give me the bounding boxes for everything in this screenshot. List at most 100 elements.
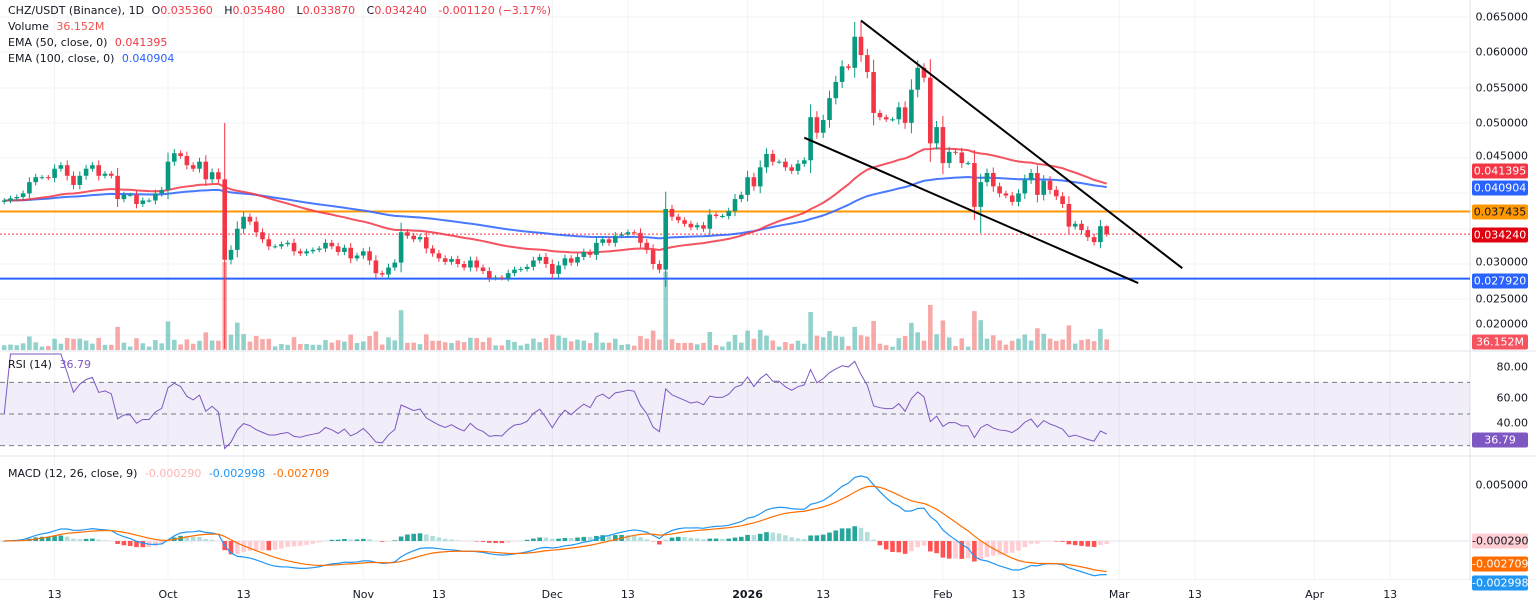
ema100-legend[interactable]: EMA (100, close, 0) 0.040904 bbox=[8, 51, 178, 67]
volume-bar bbox=[606, 342, 612, 350]
candle-body bbox=[1079, 223, 1084, 231]
candle-body bbox=[858, 36, 864, 56]
candle-body bbox=[417, 237, 423, 240]
volume-bar bbox=[669, 339, 675, 350]
candle-body bbox=[783, 161, 788, 168]
volume-value: 36.152M bbox=[56, 20, 105, 33]
macd-label: MACD (12, 26, close, 9) bbox=[8, 467, 138, 480]
macd-histogram-bar bbox=[669, 537, 675, 541]
candle-body bbox=[928, 77, 933, 144]
time-tick: Feb bbox=[933, 588, 953, 601]
macd-histogram-bar bbox=[531, 538, 536, 541]
volume-bar bbox=[461, 342, 467, 350]
macd-histogram-bar bbox=[335, 539, 341, 541]
volume-bar bbox=[1060, 339, 1065, 350]
volume-bar bbox=[909, 322, 914, 350]
candle-body bbox=[14, 196, 20, 199]
macd-histogram-bar bbox=[1104, 541, 1109, 545]
candle-body bbox=[335, 246, 341, 252]
rsi-tick: 40.00 bbox=[1496, 416, 1529, 430]
macd-histogram-bar bbox=[820, 534, 826, 541]
candle-body bbox=[613, 235, 618, 243]
volume-bar bbox=[1016, 338, 1021, 350]
ohlc-open: O0.035360 bbox=[152, 4, 217, 17]
candle-body bbox=[663, 208, 668, 270]
macd-histogram-bar bbox=[449, 539, 454, 541]
candle-body bbox=[739, 194, 744, 200]
volume-bar bbox=[512, 341, 517, 350]
volume-bar bbox=[688, 342, 694, 350]
volume-bar bbox=[436, 340, 442, 350]
symbol-title: CHZ/USDT (Binance), 1D bbox=[8, 4, 145, 17]
volume-bar bbox=[361, 341, 366, 350]
candle-body bbox=[1022, 180, 1028, 194]
volume-bar bbox=[965, 346, 971, 350]
candle-body bbox=[64, 165, 70, 176]
candle-body bbox=[669, 208, 675, 217]
volume-bar bbox=[839, 336, 845, 350]
rsi-legend[interactable]: RSI (14) 36.79 bbox=[8, 357, 95, 373]
volume-bar bbox=[310, 344, 316, 350]
volume-bar bbox=[757, 329, 763, 350]
candle-body bbox=[102, 173, 108, 176]
volume-bar bbox=[146, 346, 152, 350]
candle-body bbox=[266, 239, 272, 247]
candle-body bbox=[1003, 193, 1009, 196]
macd-histogram-bar bbox=[1041, 541, 1046, 542]
candle-body bbox=[253, 221, 259, 233]
volume-bar bbox=[285, 344, 290, 350]
price-tick: 0.020000 bbox=[1475, 317, 1529, 331]
volume-bar bbox=[159, 343, 164, 350]
candle-body bbox=[688, 223, 694, 228]
macd-histogram-bar bbox=[751, 535, 757, 541]
volume-bar bbox=[915, 332, 920, 350]
volume-bar bbox=[795, 340, 801, 350]
macd-histogram-bar bbox=[455, 540, 461, 541]
volume-bar bbox=[770, 340, 776, 350]
volume-bar bbox=[562, 337, 568, 350]
candle-body bbox=[146, 200, 152, 202]
candle-body bbox=[776, 161, 782, 163]
volume-bar bbox=[701, 342, 706, 350]
macd-histogram-bar bbox=[713, 538, 719, 541]
macd-legend[interactable]: MACD (12, 26, close, 9) -0.000290 -0.002… bbox=[8, 466, 333, 482]
price-tick: 0.055000 bbox=[1475, 81, 1529, 95]
volume-bar bbox=[883, 345, 889, 350]
volume-bar bbox=[902, 336, 908, 350]
volume-bar bbox=[638, 336, 643, 350]
volume-bar bbox=[619, 344, 624, 350]
candle-body bbox=[1066, 204, 1072, 227]
candle-body bbox=[1, 200, 7, 202]
volume-bar bbox=[984, 338, 990, 350]
volume-bar bbox=[676, 343, 681, 350]
volume-bar bbox=[978, 320, 983, 350]
volume-bar bbox=[802, 343, 807, 350]
volume-bar bbox=[732, 334, 738, 350]
macd-histogram-bar bbox=[865, 531, 870, 541]
macd-histogram-bar bbox=[814, 535, 820, 541]
candle-body bbox=[814, 117, 820, 133]
volume-bar bbox=[52, 338, 57, 350]
volume-bar bbox=[291, 337, 297, 350]
macd-histogram-bar bbox=[1, 541, 7, 542]
volume-bar bbox=[1098, 329, 1103, 350]
ema50-legend[interactable]: EMA (50, close, 0) 0.041395 bbox=[8, 35, 171, 51]
candle-body bbox=[247, 216, 253, 222]
volume-bar bbox=[739, 342, 744, 350]
candle-body bbox=[732, 199, 738, 212]
candle-body bbox=[587, 251, 593, 255]
time-tick: Dec bbox=[541, 588, 563, 601]
macd-histogram-bar bbox=[1022, 541, 1028, 548]
macd-histogram-bar bbox=[694, 538, 700, 541]
volume-bar bbox=[172, 339, 177, 350]
candle-body bbox=[600, 239, 605, 243]
macd-histogram-bar bbox=[96, 539, 101, 541]
macd-histogram-bar bbox=[770, 532, 776, 541]
volume-legend[interactable]: Volume 36.152M bbox=[8, 19, 108, 35]
macd-histogram-bar bbox=[846, 528, 851, 541]
candle-body bbox=[820, 120, 826, 133]
macd-histogram-bar bbox=[909, 541, 914, 552]
volume-bar bbox=[90, 343, 95, 350]
volume-bar bbox=[531, 338, 536, 350]
